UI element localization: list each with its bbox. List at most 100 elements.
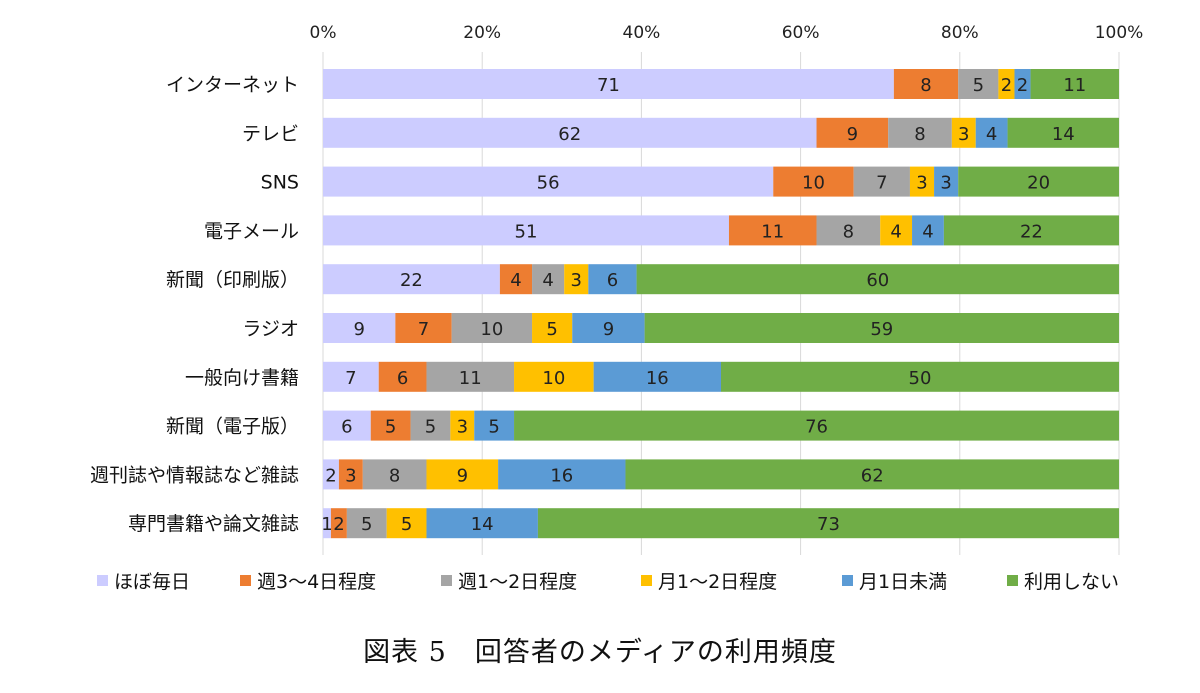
x-tick-label: 0% — [310, 23, 337, 43]
bar-segment — [378, 361, 427, 392]
data-label: 59 — [870, 319, 893, 340]
bar-segment — [853, 166, 910, 197]
bar-segment — [323, 459, 339, 490]
data-label: 22 — [1020, 221, 1043, 242]
data-label: 51 — [515, 221, 538, 242]
data-label: 71 — [597, 75, 620, 96]
bar-segment — [721, 361, 1119, 392]
data-label: 4 — [542, 270, 553, 291]
bar-segment — [537, 508, 1119, 539]
bar-segment — [323, 166, 774, 197]
bar-segment — [1030, 69, 1119, 99]
data-label: 50 — [909, 368, 932, 389]
bar-segment — [323, 410, 371, 441]
category-label: 週刊誌や情報誌など雑誌 — [90, 464, 299, 486]
bar-segment — [362, 459, 427, 490]
data-label: 6 — [341, 417, 352, 438]
bar-segment — [346, 508, 387, 539]
data-label: 8 — [914, 124, 925, 145]
data-label: 9 — [847, 124, 858, 145]
bar-segment — [370, 410, 411, 441]
data-label: 76 — [805, 417, 828, 438]
legend-swatch — [1007, 575, 1018, 586]
bar-segment — [323, 508, 331, 539]
bar-segment — [532, 313, 573, 343]
bar-segment — [951, 117, 976, 148]
data-label: 10 — [542, 368, 565, 389]
data-label: 56 — [537, 173, 560, 194]
data-label: 73 — [817, 514, 840, 535]
bar-segment — [934, 166, 959, 197]
chart-title: 図表 5 回答者のメディアの利用頻度 — [363, 637, 837, 668]
bar-segment — [588, 264, 637, 295]
legend-label: 利用しない — [1024, 571, 1119, 593]
bar-segment — [532, 264, 565, 295]
data-label: 3 — [345, 465, 356, 486]
bar-segment — [888, 117, 952, 148]
category-label: 電子メール — [204, 220, 299, 242]
data-label: 16 — [550, 465, 573, 486]
bar-segment — [644, 313, 1119, 343]
bar-segment — [395, 313, 452, 343]
bar-segment — [410, 410, 451, 441]
data-label: 8 — [920, 75, 931, 96]
bar-segment — [386, 508, 427, 539]
bar-segment — [323, 264, 500, 295]
bar-segment — [323, 313, 396, 343]
data-label: 5 — [973, 75, 984, 96]
legend-label: 月1～2日程度 — [658, 571, 777, 593]
legend-swatch — [441, 575, 452, 586]
data-label: 10 — [480, 319, 503, 340]
data-label: 6 — [397, 368, 408, 389]
data-label: 4 — [510, 270, 521, 291]
bar-segment — [499, 264, 533, 295]
bar-segment — [323, 215, 729, 246]
bar-segment — [323, 361, 379, 392]
data-label: 62 — [558, 124, 581, 145]
data-label: 3 — [958, 124, 969, 145]
bar-segment — [912, 215, 944, 246]
bar-segment — [880, 215, 913, 246]
bar-segment — [593, 361, 721, 392]
bar-segment — [514, 410, 1119, 441]
data-label: 6 — [607, 270, 618, 291]
bar-segment — [816, 215, 881, 246]
data-label: 1 — [321, 514, 332, 535]
bar-segment — [625, 459, 1119, 490]
data-label: 3 — [940, 173, 951, 194]
bar-segment — [426, 459, 499, 490]
bar-segment — [1007, 117, 1119, 148]
bar-segment — [943, 215, 1119, 246]
data-label: 20 — [1027, 173, 1050, 194]
data-label: 5 — [385, 417, 396, 438]
legend-swatch — [842, 575, 853, 586]
data-label: 62 — [861, 465, 884, 486]
bar-segment — [893, 69, 959, 99]
bar-segment — [572, 313, 645, 343]
bar-segment — [728, 215, 817, 246]
x-axis-ticks: 0% 20% 40% 60% 80% 100% — [310, 23, 1144, 43]
data-label: 9 — [353, 319, 364, 340]
data-label: 5 — [488, 417, 499, 438]
bar-segment — [498, 459, 626, 490]
bar-segment — [1014, 69, 1031, 99]
data-label: 22 — [400, 270, 423, 291]
category-label: ラジオ — [242, 318, 299, 340]
bar-segment — [451, 313, 533, 343]
bar-segment — [773, 166, 854, 197]
legend-label: 月1日未満 — [859, 571, 947, 593]
data-label: 7 — [418, 319, 429, 340]
data-label: 60 — [866, 270, 889, 291]
x-tick-label: 80% — [941, 23, 979, 43]
data-label: 14 — [1052, 124, 1075, 145]
data-label: 5 — [546, 319, 557, 340]
bar-segment — [330, 508, 347, 539]
category-label: 一般向け書籍 — [185, 367, 299, 389]
bar-segment — [426, 508, 538, 539]
legend-swatch — [641, 575, 652, 586]
category-label: SNS — [261, 172, 299, 194]
legend-label: 週1～2日程度 — [458, 571, 577, 593]
